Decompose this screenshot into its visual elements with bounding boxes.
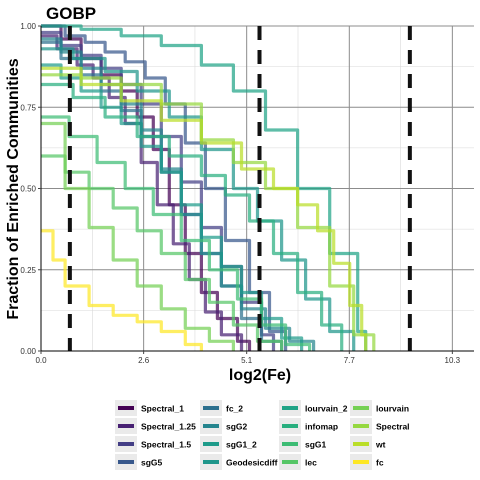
legend-label: fc	[376, 458, 384, 468]
y-axis-label: Fraction of Enriched Communities	[5, 58, 22, 319]
legend-label: infomap	[305, 422, 338, 432]
series-line-sgG2	[41, 37, 316, 351]
legend-label: Spectral	[376, 422, 410, 432]
series-line-Spectral_1.25	[41, 34, 244, 351]
threshold-lines	[67, 26, 412, 351]
y-tick-label: 0.75	[20, 103, 36, 112]
x-tick-label: 0.0	[35, 356, 47, 365]
y-tick-label: 0.00	[20, 347, 36, 356]
legend-label: Spectral_1.25	[141, 422, 196, 432]
y-tick-label: 0.25	[20, 266, 36, 275]
series-line-lourvain	[41, 121, 235, 351]
legend-label: sgG5	[141, 458, 163, 468]
axes: 0.0 2.6 5.1 7.7 10.3 0.00 0.25 0.50 0.75 1.00	[20, 22, 474, 365]
legend-label: Spectral_1	[141, 404, 184, 414]
legend-label: fc_2	[226, 404, 243, 414]
y-tick-label: 0.50	[20, 185, 36, 194]
legend-label: lourvain_2	[305, 404, 348, 414]
x-tick-label: 7.7	[344, 356, 356, 365]
chart-title: GOBP	[46, 4, 96, 23]
series-lines	[41, 24, 376, 351]
legend-label: lec	[305, 458, 317, 468]
legend-label: sgG1	[305, 440, 327, 450]
legend-label: sgG2	[226, 422, 248, 432]
series-line-sgG1	[41, 115, 312, 351]
series-line-fc	[41, 229, 203, 351]
series-line-lourvain_2	[41, 24, 368, 351]
series-line-infomap	[41, 82, 344, 351]
legend-label: Geodesicdiff	[226, 458, 278, 468]
series-line-lec	[41, 154, 284, 351]
series-line-wt	[41, 66, 368, 351]
legend-label: sgG1_2	[226, 440, 257, 450]
x-tick-label: 2.6	[138, 356, 150, 365]
legend: Spectral_1 Spectral_1.25 Spectral_1.5 sgG5 f…	[115, 400, 410, 470]
x-tick-label: 10.3	[445, 356, 461, 365]
legend-label: Spectral_1.5	[141, 440, 191, 450]
legend-label: lourvain	[376, 404, 409, 414]
x-tick-label: 5.1	[241, 356, 253, 365]
y-tick-label: 1.00	[20, 22, 36, 31]
series-line-Spectral	[41, 73, 376, 351]
legend-label: wt	[375, 440, 386, 450]
x-axis-label: log2(Fe)	[229, 367, 291, 384]
